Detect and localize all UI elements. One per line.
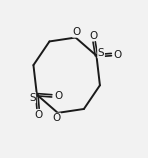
Text: O: O [114,50,122,60]
Text: O: O [73,27,81,37]
Text: S: S [98,48,104,58]
Text: O: O [34,110,42,120]
Text: O: O [54,91,62,101]
Text: S: S [29,93,36,103]
Text: O: O [52,113,61,123]
Text: O: O [89,31,97,41]
